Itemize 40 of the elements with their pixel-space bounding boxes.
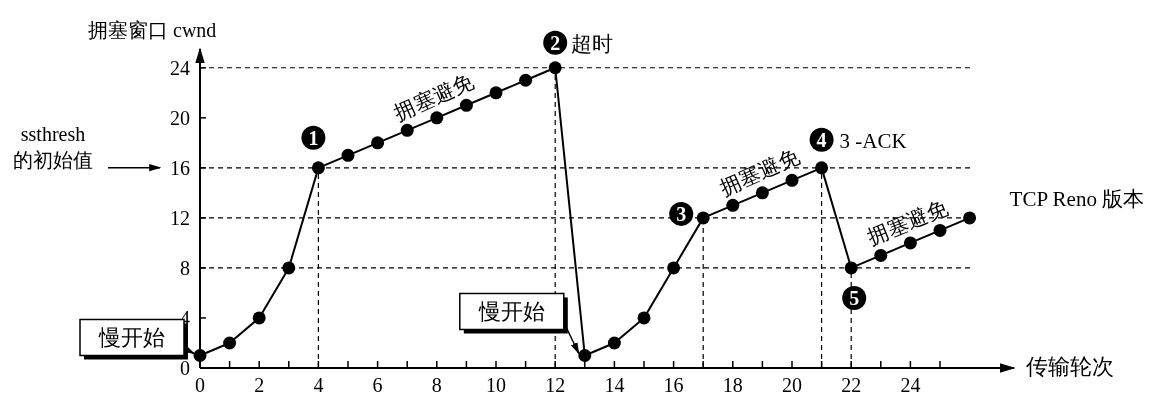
annotation: 拥塞避免 — [864, 195, 952, 250]
annotation: 3 — [676, 202, 687, 225]
annotation: 超时 — [571, 31, 614, 56]
x-axis-title: 传输轮次 — [1026, 354, 1114, 379]
x-tick-label: 16 — [663, 374, 684, 396]
y-tick-label: 16 — [170, 156, 190, 179]
x-tick-label: 22 — [841, 374, 862, 396]
annotation: 1 — [308, 126, 319, 149]
badge: 5 — [842, 285, 867, 310]
x-tick-label: 24 — [900, 374, 921, 396]
badge: 1 — [301, 125, 326, 150]
x-tick-label: 20 — [782, 374, 802, 396]
annotation: 2 — [550, 31, 561, 54]
x-tick-label: 18 — [722, 374, 743, 396]
y-axis-title: 拥塞窗口 cwnd — [88, 19, 217, 41]
x-tick-label: 6 — [372, 374, 383, 396]
badge: 4 — [809, 127, 834, 152]
y-tick-label: 24 — [170, 56, 190, 79]
annotation: TCP Reno 版本 — [1009, 186, 1145, 211]
badge: 3 — [669, 201, 694, 226]
text: ssthresh 的初始值 — [13, 122, 93, 171]
annotation: 拥塞避免 — [390, 69, 478, 126]
x-tick-label: 2 — [254, 374, 265, 396]
y-tick-label: 8 — [180, 256, 190, 279]
y-tick-label: 0 — [180, 357, 190, 379]
y-tick-label: 20 — [170, 106, 190, 129]
annotation: 拥塞避免 — [716, 144, 803, 201]
badge: 2 — [543, 30, 568, 55]
annotation: 5 — [849, 286, 860, 309]
y-tick-label: 12 — [170, 206, 190, 229]
annotation: 4 — [816, 128, 827, 151]
annotation: 慢开始 — [98, 325, 165, 351]
x-tick-label: 10 — [486, 374, 506, 396]
annotation: 慢开始 — [477, 299, 545, 325]
x-tick-label: 12 — [545, 374, 566, 396]
x-tick-label: 0 — [195, 374, 205, 396]
x-tick-label: 8 — [431, 374, 442, 396]
x-tick-label: 4 — [313, 374, 324, 396]
x-tick-label: 14 — [604, 374, 625, 396]
annotation: 3 -ACK — [839, 128, 907, 153]
